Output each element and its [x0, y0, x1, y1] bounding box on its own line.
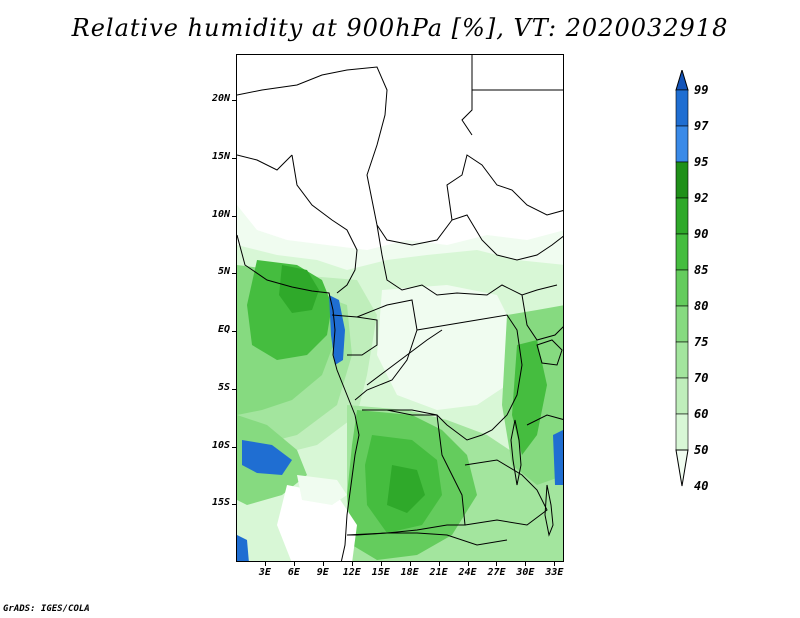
field-namibia-light — [297, 475, 347, 505]
border-nigeria — [237, 154, 293, 171]
field-lake — [553, 430, 563, 485]
lon-tick-mark — [467, 562, 469, 566]
border-sudan — [446, 154, 563, 221]
colorbar-level-label: 40 — [694, 479, 709, 493]
lake-malawi — [544, 484, 554, 537]
lat-tick-mark — [232, 100, 236, 102]
lon-tick-label: 18E — [400, 567, 419, 578]
field-namibia-dry — [277, 485, 357, 561]
colorbar-level-label: 99 — [694, 83, 709, 97]
border-drc — [362, 314, 523, 441]
border-north-4 — [376, 214, 563, 261]
field-atlantic-blue — [242, 440, 292, 475]
lat-tick-mark — [232, 331, 236, 333]
colorbar-level-label: 85 — [694, 263, 709, 277]
coastline-west — [237, 234, 360, 561]
lon-tick-mark — [525, 562, 527, 566]
border-congo — [354, 299, 418, 401]
colorbar-boxes — [675, 70, 689, 487]
colorbar — [675, 70, 689, 487]
colorbar-top-triangle — [675, 70, 689, 91]
lon-tick-mark — [293, 562, 295, 566]
border-east — [521, 294, 563, 341]
lat-tick-label: 10S — [211, 439, 230, 451]
lat-tick-label: 15N — [211, 150, 230, 162]
colorbar-box — [675, 269, 689, 307]
humidity-fields — [237, 205, 563, 561]
colorbar-level-label: 70 — [694, 371, 709, 385]
lat-tick-mark — [232, 157, 236, 159]
colorbar-bottom-triangle — [675, 449, 689, 487]
field-92-cameroon — [279, 265, 319, 313]
lat-tick-label: 5S — [217, 381, 230, 393]
colorbar-box — [675, 305, 689, 343]
lat-tick-label: 20N — [211, 93, 230, 105]
field-90-angola — [387, 465, 425, 513]
field-central-dry — [377, 285, 517, 410]
border-chad-car — [376, 224, 558, 296]
humidity-map — [237, 55, 563, 561]
field-sw-blue — [237, 535, 249, 561]
colorbar-box — [675, 377, 689, 415]
border-north-2 — [461, 55, 473, 136]
lon-tick-mark — [264, 562, 266, 566]
colorbar-level-label: 90 — [694, 227, 709, 241]
lake-victoria — [536, 339, 563, 366]
border-cameroon — [291, 154, 358, 294]
lon-tick-mark — [322, 562, 324, 566]
border-namibia — [346, 532, 508, 546]
colorbar-box — [675, 341, 689, 379]
colorbar-box — [675, 161, 689, 199]
chart-title: Relative humidity at 900hPa [%], VT: 202… — [71, 14, 729, 42]
colorbar-level-label: 92 — [694, 191, 709, 205]
colorbar-level-label: 80 — [694, 299, 709, 313]
lat-tick-label: 15S — [211, 497, 230, 509]
lon-tick-label: 12E — [342, 567, 361, 578]
colorbar-box — [675, 413, 689, 451]
border-tanzania — [526, 414, 563, 426]
colorbar-level-label: 60 — [694, 407, 709, 421]
colorbar-level-label: 50 — [694, 443, 709, 457]
lon-tick-label: 21E — [429, 567, 448, 578]
credit-text: GrADS: IGES/COLA — [3, 604, 90, 614]
colorbar-box — [675, 233, 689, 271]
lon-tick-label: 30E — [516, 567, 535, 578]
lon-tick-label: 27E — [487, 567, 506, 578]
lat-tick-label: 10N — [211, 208, 230, 220]
lon-tick-label: 33E — [545, 567, 564, 578]
lat-tick-mark — [232, 446, 236, 448]
border-north-1 — [237, 66, 388, 226]
lat-tick-label: EQ — [217, 324, 230, 336]
colorbar-box — [675, 197, 689, 235]
colorbar-level-label: 75 — [694, 335, 709, 349]
lon-tick-label: 3E — [258, 567, 271, 578]
lat-tick-mark — [232, 504, 236, 506]
lake-tanganyika — [510, 419, 522, 486]
map-panel — [236, 54, 564, 562]
colorbar-box — [675, 89, 689, 127]
lat-tick-mark — [232, 388, 236, 390]
lat-tick-mark — [232, 215, 236, 217]
field-east-92 — [512, 340, 547, 455]
lon-tick-label: 15E — [371, 567, 390, 578]
lon-tick-mark — [380, 562, 382, 566]
lon-tick-label: 6E — [287, 567, 300, 578]
border-gabon — [331, 314, 378, 356]
country-borders — [237, 55, 563, 561]
lon-tick-mark — [554, 562, 556, 566]
river-congo — [366, 329, 443, 386]
lat-tick-label: 5N — [217, 266, 230, 278]
lon-tick-mark — [351, 562, 353, 566]
colorbar-box — [675, 125, 689, 163]
lon-tick-label: 9E — [316, 567, 329, 578]
colorbar-level-label: 97 — [694, 119, 709, 133]
border-zambia — [464, 459, 548, 526]
lat-tick-mark — [232, 273, 236, 275]
colorbar-level-label: 95 — [694, 155, 709, 169]
lon-tick-mark — [496, 562, 498, 566]
lon-tick-label: 24E — [458, 567, 477, 578]
lon-tick-mark — [438, 562, 440, 566]
lon-tick-mark — [409, 562, 411, 566]
